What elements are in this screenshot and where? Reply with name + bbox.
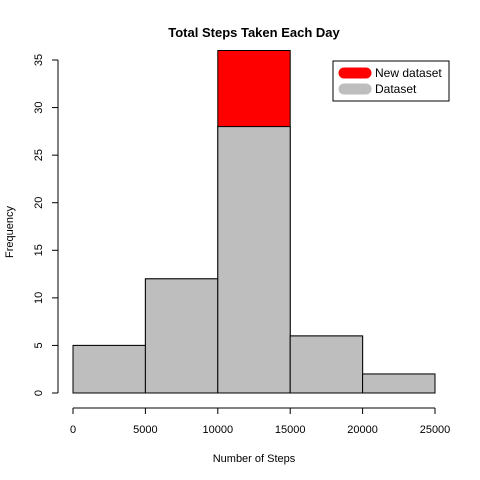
x-axis-label: Number of Steps bbox=[213, 453, 296, 465]
x-tick-label: 10000 bbox=[203, 424, 234, 436]
chart-title: Total Steps Taken Each Day bbox=[168, 25, 340, 40]
bar-dataset-5 bbox=[362, 373, 436, 394]
y-tick-label: 5 bbox=[33, 342, 45, 348]
y-tick-label: 0 bbox=[33, 390, 45, 396]
bar-dataset-2 bbox=[144, 278, 219, 394]
y-tick-label: 25 bbox=[33, 149, 45, 161]
legend-label-new-dataset: New dataset bbox=[375, 66, 442, 80]
y-axis-label: Frequency bbox=[4, 206, 16, 258]
legend: New dataset Dataset bbox=[332, 60, 450, 102]
y-tick-label: 30 bbox=[33, 101, 45, 113]
x-tick-label: 25000 bbox=[420, 424, 451, 436]
bar-dataset-4 bbox=[289, 335, 364, 394]
x-tick-label: 20000 bbox=[347, 424, 378, 436]
y-tick-label: 10 bbox=[33, 292, 45, 304]
legend-label-dataset: Dataset bbox=[375, 82, 417, 96]
y-axis: 0 5 10 15 20 25 30 35 bbox=[33, 54, 59, 396]
y-tick-label: 35 bbox=[33, 54, 45, 66]
y-tick-label: 15 bbox=[33, 244, 45, 256]
x-axis: 0 5000 10000 15000 20000 25000 bbox=[70, 407, 451, 436]
y-tick-label: 20 bbox=[33, 197, 45, 209]
x-tick-label: 15000 bbox=[275, 424, 306, 436]
x-tick-label: 0 bbox=[70, 424, 76, 436]
bar-dataset-1 bbox=[72, 344, 146, 394]
x-tick-label: 5000 bbox=[133, 424, 157, 436]
bar-dataset-3 bbox=[217, 126, 291, 394]
dataset-bars bbox=[72, 126, 436, 394]
